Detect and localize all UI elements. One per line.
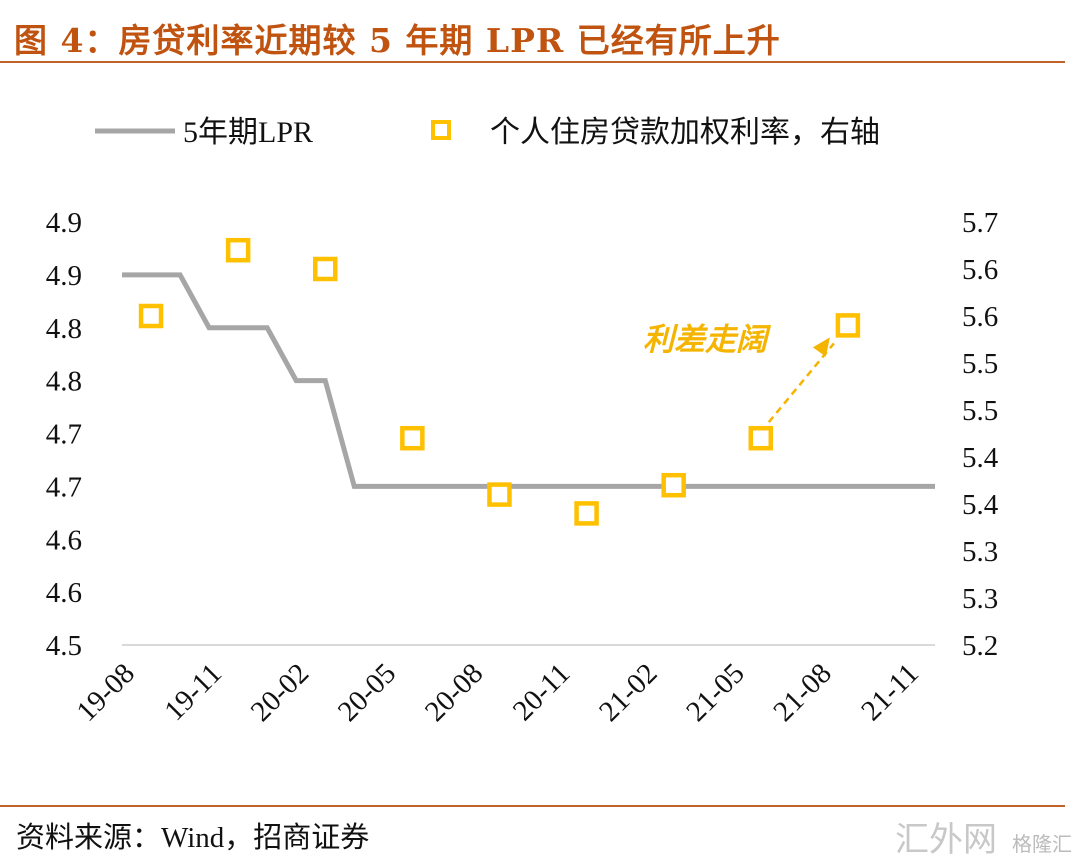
right-y-tick-label: 5.4 <box>962 489 999 521</box>
x-tick-label: 21-05 <box>680 657 750 727</box>
right-y-tick-label: 5.6 <box>962 301 998 333</box>
right-y-tick-label: 5.4 <box>962 442 999 474</box>
x-tick-label: 19-11 <box>158 657 228 727</box>
x-tick-label: 21-11 <box>855 657 925 727</box>
chart: 5年期LPR 个人住房贷款加权利率，右轴 4.9 4.9 4.8 4.8 4.7 4.7 4… <box>46 116 999 728</box>
mortgage-rate-point <box>661 472 686 498</box>
legend-lpr-label: 5年期LPR <box>183 116 313 149</box>
legend-mortgage-label: 个人住房贷款加权利率，右轴 <box>490 116 880 149</box>
right-y-tick-label: 5.6 <box>962 254 998 286</box>
watermark-logo: 格隆汇 <box>1012 832 1072 856</box>
left-y-tick-label: 4.8 <box>46 313 82 345</box>
legend: 5年期LPR 个人住房贷款加权利率，右轴 <box>95 116 880 149</box>
lpr-line <box>122 272 935 489</box>
left-y-tick-label: 4.7 <box>46 471 82 503</box>
x-tick-label: 19-08 <box>70 657 140 727</box>
legend-mortgage-swatch <box>431 120 451 140</box>
x-tick-label: 20-05 <box>332 657 402 727</box>
annotation-spread-widening: 利差走阔 <box>643 322 772 358</box>
x-tick-label: 20-02 <box>245 657 315 727</box>
source-note: 资料来源：Wind，招商证券 <box>16 822 370 854</box>
bottom-divider <box>0 805 1065 807</box>
right-y-tick-label: 5.5 <box>962 395 998 427</box>
right-y-tick-label: 5.3 <box>962 536 998 568</box>
mortgage-rate-point <box>835 313 861 338</box>
x-tick-label: 20-08 <box>419 657 489 727</box>
watermark-text: 汇外网 <box>895 820 997 860</box>
right-y-tick-label: 5.5 <box>962 348 998 380</box>
mortgage-rate-point <box>225 237 251 263</box>
mortgage-rate-point <box>313 256 338 282</box>
left-y-tick-label: 4.6 <box>46 524 82 556</box>
left-y-tick-label: 4.5 <box>46 630 82 662</box>
left-y-tick-label: 4.8 <box>46 366 82 398</box>
right-y-tick-label: 5.7 <box>962 207 998 239</box>
x-tick-label: 21-08 <box>767 657 837 727</box>
x-tick-label: 20-11 <box>507 657 577 727</box>
left-y-tick-label: 4.7 <box>46 419 82 451</box>
mortgage-rate-point <box>748 425 774 451</box>
right-y-tick-label: 5.2 <box>962 630 998 662</box>
mortgage-rate-point <box>138 303 164 329</box>
mortgage-rate-point <box>574 501 599 526</box>
top-divider <box>0 61 1065 63</box>
right-y-tick-label: 5.3 <box>962 583 998 615</box>
annotation-arrow <box>767 342 835 423</box>
left-y-tick-label: 4.9 <box>46 207 82 239</box>
figure-title: 图 4：房贷利率近期较 5 年期 LPR 已经有所上升 <box>14 21 781 60</box>
left-y-tick-label: 4.9 <box>46 260 82 292</box>
mortgage-rate-point <box>400 425 425 451</box>
x-tick-label: 21-02 <box>593 657 663 727</box>
arrowhead-icon <box>812 337 830 357</box>
left-y-tick-label: 4.6 <box>46 577 82 609</box>
mortgage-rate-point <box>487 482 512 507</box>
